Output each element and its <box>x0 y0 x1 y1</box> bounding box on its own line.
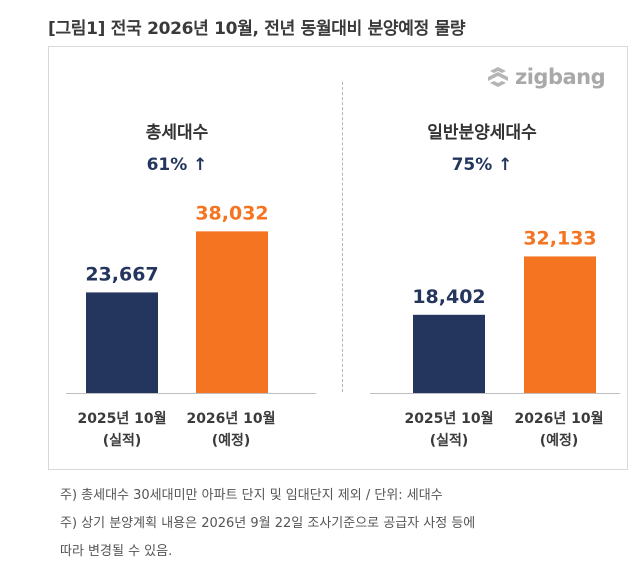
right-panel-growth: 75% ↑ <box>451 155 513 175</box>
right-panel-title: 일반분양세대수 <box>427 123 537 143</box>
left-xlabel-1: 2025년 10월 (실적) <box>67 408 177 452</box>
left-xlabel-2-line2: (예정) <box>211 433 251 449</box>
left-xlabel-2-line1: 2026년 10월 <box>186 411 276 427</box>
bar-general-2025 <box>413 314 485 393</box>
footnote-2: 주) 상기 분양계획 내용은 2026년 9월 22일 조사기준으로 공급자 사… <box>60 516 476 531</box>
right-xlabel-2: 2026년 10월 (예정) <box>504 408 614 452</box>
zigbang-logo-icon <box>488 67 508 87</box>
bar-total-2026 <box>196 231 268 393</box>
left-panel-growth: 61% ↑ <box>146 155 208 175</box>
left-xlabel-2: 2026년 10월 (예정) <box>176 408 286 452</box>
right-xlabel-1: 2025년 10월 (실적) <box>394 408 504 452</box>
right-baseline <box>370 393 620 394</box>
right-xlabel-2-line2: (예정) <box>539 433 579 449</box>
bar-total-2025 <box>86 292 158 393</box>
footnote-3: 따라 변경될 수 있음. <box>60 544 173 559</box>
left-panel-title: 총세대수 <box>145 123 209 143</box>
right-xlabel-1-line1: 2025년 10월 <box>404 411 494 427</box>
bar-general-2026 <box>524 256 596 393</box>
panel-divider <box>342 82 343 392</box>
left-xlabel-1-line1: 2025년 10월 <box>77 411 167 427</box>
footnote-1: 주) 총세대수 30세대미만 아파트 단지 및 임대단지 제외 / 단위: 세대… <box>60 488 443 503</box>
zigbang-logo: zigbang <box>485 62 606 92</box>
chart-frame <box>48 46 628 470</box>
value-label-total-2025: 23,667 <box>85 263 158 285</box>
value-label-general-2026: 32,133 <box>523 227 596 249</box>
right-xlabel-1-line2: (실적) <box>429 433 469 449</box>
zigbang-logo-text: zigbang <box>515 65 606 89</box>
value-label-total-2026: 38,032 <box>195 202 268 224</box>
right-xlabel-2-line1: 2026년 10월 <box>514 411 604 427</box>
left-xlabel-1-line2: (실적) <box>102 433 142 449</box>
left-baseline <box>66 393 316 394</box>
figure-title: [그림1] 전국 2026년 10월, 전년 동월대비 분양예정 물량 <box>48 19 466 39</box>
value-label-general-2025: 18,402 <box>412 286 485 308</box>
